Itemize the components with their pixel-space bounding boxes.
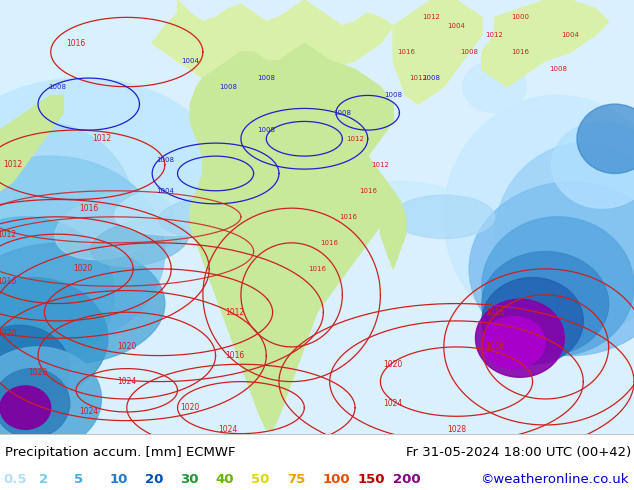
Ellipse shape bbox=[444, 96, 634, 338]
Text: 50: 50 bbox=[251, 473, 269, 487]
Ellipse shape bbox=[349, 181, 475, 235]
Text: 1016: 1016 bbox=[359, 188, 377, 194]
Text: 1016: 1016 bbox=[511, 49, 529, 55]
Text: 1012: 1012 bbox=[346, 136, 364, 142]
Ellipse shape bbox=[115, 181, 266, 235]
Text: 1008: 1008 bbox=[257, 127, 275, 133]
Text: 0.5: 0.5 bbox=[3, 473, 27, 487]
Text: 200: 200 bbox=[393, 473, 421, 487]
Ellipse shape bbox=[0, 122, 133, 295]
Text: 1016: 1016 bbox=[485, 308, 504, 317]
Text: 1016: 1016 bbox=[67, 39, 86, 48]
Ellipse shape bbox=[469, 182, 634, 356]
Text: 1028: 1028 bbox=[447, 425, 466, 434]
Text: 1004: 1004 bbox=[562, 32, 579, 38]
Text: 1012: 1012 bbox=[0, 230, 16, 239]
Ellipse shape bbox=[0, 243, 165, 364]
Text: 1016: 1016 bbox=[485, 343, 504, 351]
Text: 1012: 1012 bbox=[92, 134, 111, 143]
Text: 10: 10 bbox=[110, 473, 128, 487]
Polygon shape bbox=[482, 0, 609, 87]
Ellipse shape bbox=[482, 217, 634, 356]
Text: 1008: 1008 bbox=[422, 75, 440, 81]
Ellipse shape bbox=[476, 299, 564, 377]
Text: 1020: 1020 bbox=[117, 343, 136, 351]
Text: 1024: 1024 bbox=[117, 377, 136, 386]
Text: 30: 30 bbox=[181, 473, 199, 487]
Ellipse shape bbox=[0, 347, 101, 451]
Ellipse shape bbox=[190, 204, 292, 239]
Text: 1020: 1020 bbox=[384, 360, 403, 369]
Ellipse shape bbox=[158, 195, 285, 239]
Ellipse shape bbox=[0, 217, 114, 373]
Text: 1020: 1020 bbox=[73, 265, 92, 273]
Text: 1008: 1008 bbox=[48, 84, 66, 90]
Polygon shape bbox=[190, 44, 393, 429]
Text: 1008: 1008 bbox=[384, 93, 402, 98]
Text: 1008: 1008 bbox=[460, 49, 478, 55]
Polygon shape bbox=[380, 191, 406, 269]
Text: 1016: 1016 bbox=[321, 240, 339, 246]
Ellipse shape bbox=[0, 78, 222, 269]
Text: 1016: 1016 bbox=[340, 214, 358, 220]
Text: 1004: 1004 bbox=[181, 58, 199, 64]
Ellipse shape bbox=[55, 192, 173, 260]
Ellipse shape bbox=[482, 317, 545, 368]
Text: 1012: 1012 bbox=[372, 162, 389, 168]
Text: 40: 40 bbox=[216, 473, 235, 487]
Polygon shape bbox=[152, 0, 393, 91]
Text: 20: 20 bbox=[145, 473, 164, 487]
Text: 1016: 1016 bbox=[225, 351, 244, 360]
Text: Precipitation accum. [mm] ECMWF: Precipitation accum. [mm] ECMWF bbox=[5, 446, 236, 459]
Text: 100: 100 bbox=[322, 473, 350, 487]
Text: 1004: 1004 bbox=[448, 23, 465, 29]
Ellipse shape bbox=[577, 104, 634, 173]
Text: 1020: 1020 bbox=[0, 329, 16, 339]
Text: 1024: 1024 bbox=[79, 408, 98, 416]
Text: 1016: 1016 bbox=[397, 49, 415, 55]
Ellipse shape bbox=[91, 219, 188, 267]
Text: 1012: 1012 bbox=[225, 308, 244, 317]
Text: 1012: 1012 bbox=[3, 160, 22, 169]
Ellipse shape bbox=[463, 61, 526, 113]
Text: 1024: 1024 bbox=[384, 399, 403, 408]
Ellipse shape bbox=[482, 251, 609, 356]
Ellipse shape bbox=[0, 325, 70, 412]
Text: ©weatheronline.co.uk: ©weatheronline.co.uk bbox=[481, 473, 629, 487]
Text: 1016: 1016 bbox=[308, 266, 326, 272]
Ellipse shape bbox=[0, 368, 70, 438]
Text: 1020: 1020 bbox=[29, 368, 48, 377]
Ellipse shape bbox=[0, 156, 165, 347]
Ellipse shape bbox=[0, 277, 108, 399]
Text: 1008: 1008 bbox=[156, 157, 174, 164]
Text: 1012: 1012 bbox=[486, 32, 503, 38]
Text: 1020: 1020 bbox=[181, 403, 200, 412]
Text: 1008: 1008 bbox=[219, 84, 237, 90]
Text: 1012: 1012 bbox=[410, 75, 427, 81]
Ellipse shape bbox=[0, 386, 51, 429]
Text: 1000: 1000 bbox=[511, 14, 529, 21]
Text: 1008: 1008 bbox=[333, 110, 351, 116]
Ellipse shape bbox=[393, 195, 495, 239]
Text: 75: 75 bbox=[287, 473, 305, 487]
Text: 1016: 1016 bbox=[0, 277, 16, 286]
Text: 1008: 1008 bbox=[257, 75, 275, 81]
Text: Fr 31-05-2024 18:00 UTC (00+42): Fr 31-05-2024 18:00 UTC (00+42) bbox=[406, 446, 631, 459]
Text: 1024: 1024 bbox=[219, 425, 238, 434]
Text: 1012: 1012 bbox=[422, 14, 440, 21]
Text: 1004: 1004 bbox=[156, 188, 174, 194]
Polygon shape bbox=[0, 96, 63, 191]
Ellipse shape bbox=[482, 277, 583, 364]
Polygon shape bbox=[393, 0, 482, 104]
Text: 1016: 1016 bbox=[79, 204, 98, 213]
Text: 2: 2 bbox=[39, 473, 48, 487]
Ellipse shape bbox=[0, 0, 158, 243]
Text: 5: 5 bbox=[74, 473, 83, 487]
Ellipse shape bbox=[495, 143, 634, 334]
Text: 150: 150 bbox=[358, 473, 385, 487]
Ellipse shape bbox=[552, 122, 634, 208]
Text: 1008: 1008 bbox=[549, 66, 567, 73]
